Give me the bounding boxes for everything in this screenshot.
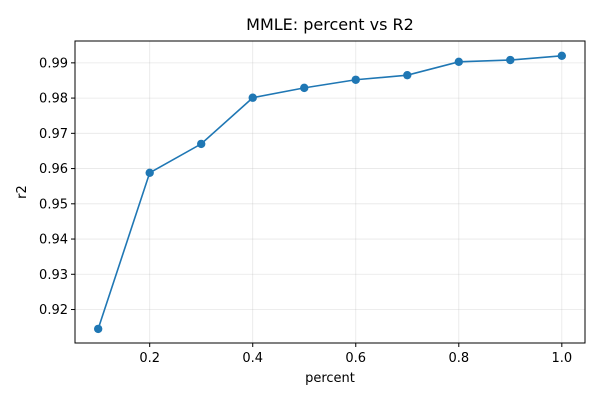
x-tick-label: 0.2	[139, 351, 160, 366]
x-tick-label: 1.0	[551, 351, 572, 366]
x-tick-label: 0.6	[345, 351, 366, 366]
y-tick-label: 0.97	[39, 127, 68, 142]
y-axis-title: r2	[15, 185, 30, 199]
data-point	[454, 57, 463, 66]
data-point	[197, 139, 206, 149]
plot-frame	[74, 40, 586, 344]
data-point	[145, 168, 154, 177]
y-tick-label: 0.94	[39, 233, 68, 248]
x-tick-label: 0.4	[242, 351, 263, 366]
data-point	[351, 75, 360, 84]
series	[93, 51, 567, 334]
data-point	[557, 51, 567, 61]
data-point	[300, 83, 309, 93]
data-point	[506, 55, 515, 65]
chart-title: MMLE: percent vs R2	[246, 15, 414, 34]
y-tick-label: 0.99	[39, 56, 68, 71]
y-tick-label: 0.98	[39, 92, 68, 107]
data-point	[403, 70, 412, 80]
data-point	[248, 93, 257, 102]
x-axis-title: percent	[305, 371, 355, 386]
axis-ticks: 0.2 0.4 0.6 0.8 1.0 0.92 0.93 0.94 0.95 0.96 0.97 0…	[39, 56, 572, 366]
y-tick-label: 0.95	[39, 197, 68, 212]
x-tick-label: 0.8	[448, 351, 469, 366]
series-line	[97, 55, 562, 330]
y-tick-label: 0.92	[39, 303, 68, 318]
data-point	[93, 324, 103, 334]
grid	[75, 41, 585, 343]
y-tick-label: 0.93	[39, 268, 68, 283]
y-tick-label: 0.96	[39, 162, 68, 177]
